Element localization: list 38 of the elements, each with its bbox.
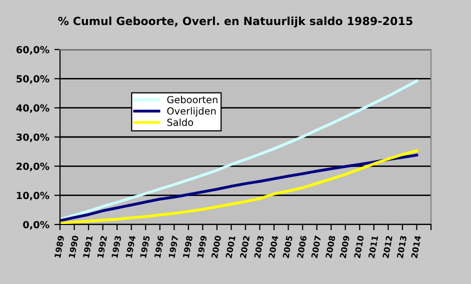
line-series	[60, 80, 418, 221]
chart-title: % Cumul Geboorte, Overl. en Natuurlijk saldo 1989-2015	[58, 16, 412, 28]
x-tick-label: 1996	[154, 235, 164, 258]
x-tick-label: 1990	[68, 235, 79, 258]
x-tick-label: 2003	[254, 236, 264, 258]
y-tick-label: 20,0%	[16, 162, 50, 172]
x-tick-label: 1998	[182, 235, 193, 258]
x-tick-label: 1999	[197, 235, 207, 258]
y-tick-label: 60,0%	[16, 46, 50, 55]
x-tick-label: 2012	[382, 236, 392, 258]
x-tick-label: 2000	[211, 235, 222, 258]
x-tick-label: 1989	[54, 235, 64, 258]
x-tick-label: 2005	[282, 236, 293, 258]
y-tick-label: 30,0%	[16, 133, 50, 142]
x-tick-label: 2001	[226, 236, 236, 258]
x-tick-label: 2013	[396, 236, 407, 258]
x-tick-label: 2009	[340, 235, 350, 258]
x-tick-label: 2006	[296, 235, 307, 258]
x-tick-label: 2004	[268, 235, 278, 258]
x-tick-label: 2014	[411, 235, 422, 258]
x-tick-label: 2007	[311, 236, 322, 258]
legend-label: Overlijden	[167, 107, 216, 117]
x-tick-label: 2008	[325, 235, 336, 258]
y-tick-label: 0,0%	[23, 220, 50, 230]
x-tick-label: 1997	[168, 236, 178, 258]
x-tick-label: 1995	[140, 236, 150, 258]
x-tick-label: 1993	[111, 236, 122, 258]
y-tick-label: 10,0%	[16, 192, 50, 200]
legend-label: Geboorten	[167, 96, 218, 104]
x-tick-label: 2011	[368, 236, 378, 258]
x-tick-label: 2010	[354, 235, 364, 258]
x-tick-label: 1994	[126, 235, 136, 258]
y-tick-label: 40,0%	[16, 104, 50, 113]
legend-label: Saldo	[167, 118, 194, 126]
y-tick-label: 50,0%	[16, 75, 50, 84]
x-tick-label: 2002	[240, 236, 250, 258]
x-tick-label: 1992	[97, 236, 108, 258]
x-tick-label: 1991	[82, 236, 93, 258]
